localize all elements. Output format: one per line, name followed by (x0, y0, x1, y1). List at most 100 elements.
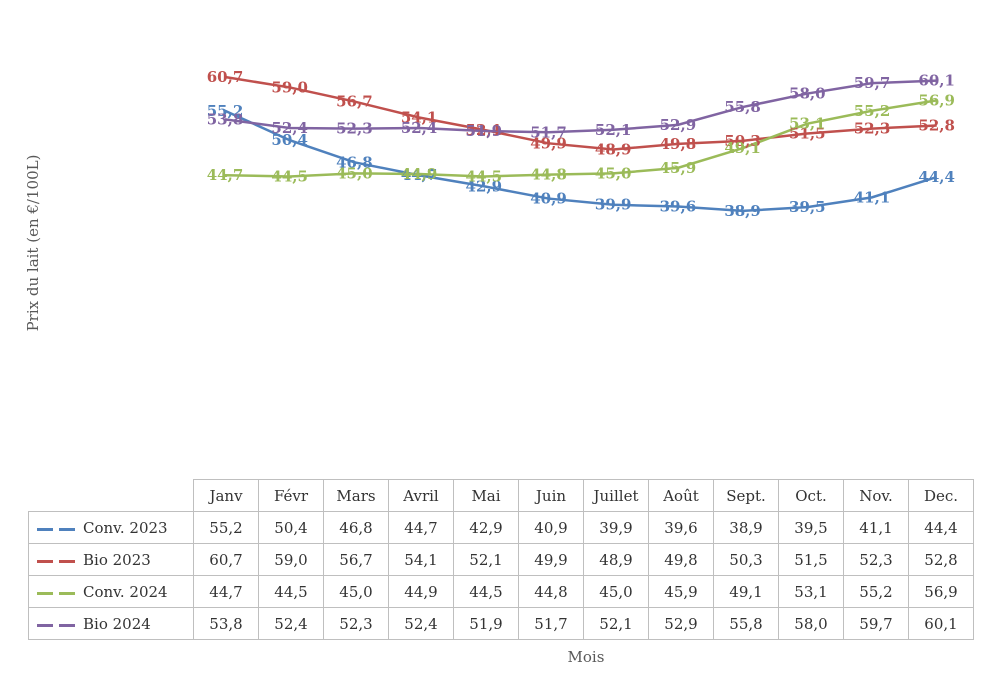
table-cell: 60,7 (193, 543, 259, 576)
table-row: Conv. 2024 44,7 44,5 45,0 44,9 44,5 44,8 45,0 45… (28, 575, 974, 608)
data-label: 45,0 (336, 164, 373, 182)
table-column-header: Avril (388, 479, 454, 512)
data-label: 52,1 (595, 121, 632, 139)
table-cell: 52,3 (843, 543, 909, 576)
table-cell: 39,9 (583, 511, 649, 544)
table-cell: 56,7 (323, 543, 389, 576)
data-label: 44,7 (401, 166, 438, 184)
table-cell: 58,0 (778, 607, 844, 640)
table-column-header: Oct. (778, 479, 844, 512)
table-column-header: Janv (193, 479, 259, 512)
data-label: 52,8 (918, 117, 955, 135)
table-cell: 44,5 (453, 575, 519, 608)
table-cell: 46,8 (323, 511, 389, 544)
data-label: 56,9 (918, 91, 955, 109)
data-label: 56,7 (336, 93, 373, 111)
data-label: 44,7 (207, 166, 244, 184)
data-label: 59,0 (271, 78, 308, 96)
table-cell: 45,0 (583, 575, 649, 608)
legend-label: Conv. 2024 (83, 582, 168, 601)
x-axis-label: Mois (567, 648, 605, 666)
table-column-header: Juillet (583, 479, 649, 512)
legend-label: Bio 2023 (83, 550, 151, 569)
series-line-4 (224, 79, 937, 134)
data-label: 53,8 (207, 110, 244, 128)
table-column-header: Févr (258, 479, 324, 512)
table-cell: 44,7 (193, 575, 259, 608)
data-label: 44,5 (466, 167, 503, 185)
data-label: 52,9 (660, 116, 697, 134)
data-label: 52,3 (854, 120, 891, 138)
table-cell: 50,3 (713, 543, 779, 576)
table-cell: 44,8 (518, 575, 584, 608)
legend-key-icon (35, 620, 79, 630)
table-cell: 45,0 (323, 575, 389, 608)
table-column-header: Mars (323, 479, 389, 512)
data-label: 44,5 (271, 167, 308, 185)
table-cell: 52,1 (583, 607, 649, 640)
table-cell: 50,4 (258, 511, 324, 544)
table-column-header: Dec. (908, 479, 974, 512)
table-column-header: Août (648, 479, 714, 512)
table-cell: 41,1 (843, 511, 909, 544)
table-header-row: Janv Févr Mars Avril Mai Juin Juillet Août Sept.… (29, 479, 974, 512)
legend-label: Bio 2024 (83, 614, 151, 633)
table-row: Bio 2023 60,7 59,0 56,7 54,1 52,1 49,9 48,9 49,8… (28, 543, 974, 576)
data-label: 39,5 (789, 198, 826, 216)
table-cell: 48,9 (583, 543, 649, 576)
legend-entry: Conv. 2024 (28, 575, 194, 608)
table-cell: 52,4 (258, 607, 324, 640)
legend-entry: Bio 2023 (28, 543, 194, 576)
data-label: 39,9 (595, 196, 632, 214)
data-label: 42,9 (466, 177, 503, 195)
data-label: 53,1 (789, 115, 826, 133)
data-label: 52,4 (271, 119, 308, 137)
data-label: 50,3 (724, 132, 761, 150)
data-label: 52,1 (466, 121, 503, 139)
data-label: 45,0 (595, 164, 632, 182)
data-label: 48,9 (595, 140, 632, 158)
data-label: 46,8 (336, 153, 373, 171)
table-cell: 52,8 (908, 543, 974, 576)
table-cell: 52,4 (388, 607, 454, 640)
table-cell: 53,1 (778, 575, 844, 608)
table-cell: 59,0 (258, 543, 324, 576)
table-cell: 49,1 (713, 575, 779, 608)
table-cell: 42,9 (453, 511, 519, 544)
data-label: 50,4 (271, 131, 308, 149)
table-cell: 51,5 (778, 543, 844, 576)
table-cell: 59,7 (843, 607, 909, 640)
table-cell: 45,9 (648, 575, 714, 608)
data-label: 49,8 (660, 135, 697, 153)
table-cell: 55,2 (193, 511, 259, 544)
data-label: 55,2 (207, 102, 244, 120)
table-cell: 39,6 (648, 511, 714, 544)
table-cell: 52,1 (453, 543, 519, 576)
table-cell: 56,9 (908, 575, 974, 608)
table-row: Conv. 2023 55,2 50,4 46,8 44,7 42,9 40,9 39,9 39… (28, 511, 974, 544)
legend-entry: Conv. 2023 (28, 511, 194, 544)
data-label: 58,0 (789, 85, 826, 103)
table-row: Bio 2024 53,8 52,4 52,3 52,4 51,9 51,7 52,1 52,9… (28, 607, 974, 640)
table-column-header: Nov. (843, 479, 909, 512)
data-label: 60,7 (207, 68, 244, 86)
table-cell: 54,1 (388, 543, 454, 576)
table-cell: 60,1 (908, 607, 974, 640)
data-label: 44,4 (918, 168, 955, 186)
table-cell: 55,8 (713, 607, 779, 640)
data-label: 41,1 (854, 188, 891, 206)
series-line-3 (224, 99, 937, 178)
table-cell: 44,5 (258, 575, 324, 608)
data-label: 52,3 (336, 120, 373, 138)
legend-label: Conv. 2023 (83, 518, 168, 537)
legend-key-icon (35, 556, 79, 566)
data-label: 44,8 (530, 166, 567, 184)
line-chart: Prix du lait (en €/100L) 55,2 50,4 46,8 44,… (24, 68, 955, 331)
data-label: 51,5 (789, 124, 826, 142)
data-label: 60,1 (918, 72, 955, 90)
data-label: 45,9 (660, 159, 697, 177)
data-label: 39,6 (660, 198, 697, 216)
table-cell: 44,4 (908, 511, 974, 544)
table-cell: 38,9 (713, 511, 779, 544)
